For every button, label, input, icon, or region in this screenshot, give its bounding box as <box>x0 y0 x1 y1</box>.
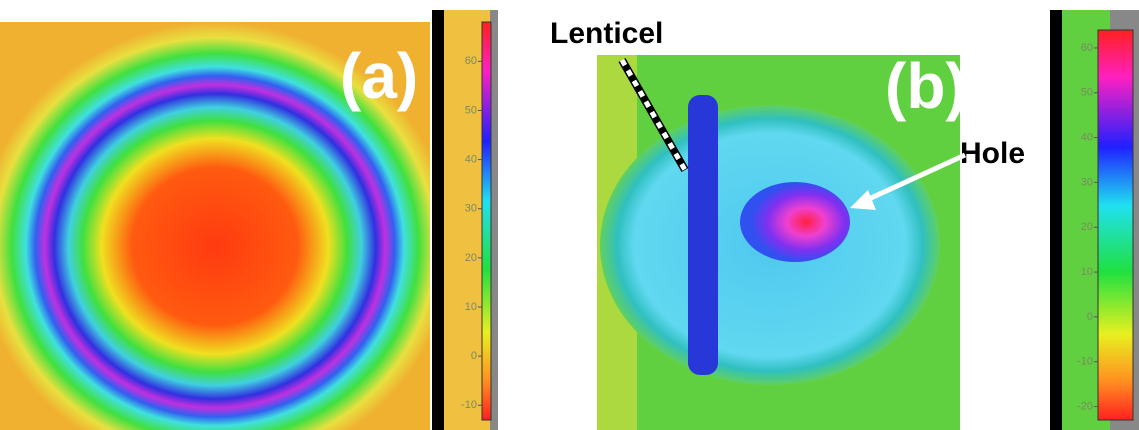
lenticel <box>688 95 718 375</box>
tick-label: 10 <box>465 301 477 313</box>
tick-label: 60 <box>465 55 477 67</box>
tick-label: 40 <box>465 153 477 165</box>
panel-label: (b) <box>885 50 967 122</box>
tick-label: 50 <box>1081 87 1093 99</box>
tick-label: 30 <box>465 203 477 215</box>
annotation: Lenticel <box>550 17 663 50</box>
hole <box>740 182 850 262</box>
colorbar-edge <box>490 10 498 430</box>
heatmap-a <box>0 22 430 430</box>
tick-label: 60 <box>1081 42 1093 54</box>
tick-label: -10 <box>461 399 477 411</box>
panel-label: (a) <box>340 40 418 112</box>
arrow <box>858 152 967 206</box>
colorbar <box>481 21 492 421</box>
tick-label: 40 <box>1081 131 1093 143</box>
tick-label: 10 <box>1081 266 1093 278</box>
tick-label: 0 <box>471 350 477 362</box>
tick-label: -10 <box>1077 356 1093 368</box>
divider <box>432 10 444 430</box>
arrow <box>619 58 688 172</box>
tick-label: 50 <box>465 104 477 116</box>
arrowhead <box>850 190 876 210</box>
annotation: Hole <box>960 137 1025 170</box>
divider <box>1050 10 1062 430</box>
tick-label: 20 <box>1081 221 1093 233</box>
colorbar <box>1097 29 1134 421</box>
tick-label: -20 <box>1077 400 1093 412</box>
tick-label: 30 <box>1081 176 1093 188</box>
tick-label: 0 <box>1087 311 1093 323</box>
tick-label: 20 <box>465 252 477 264</box>
